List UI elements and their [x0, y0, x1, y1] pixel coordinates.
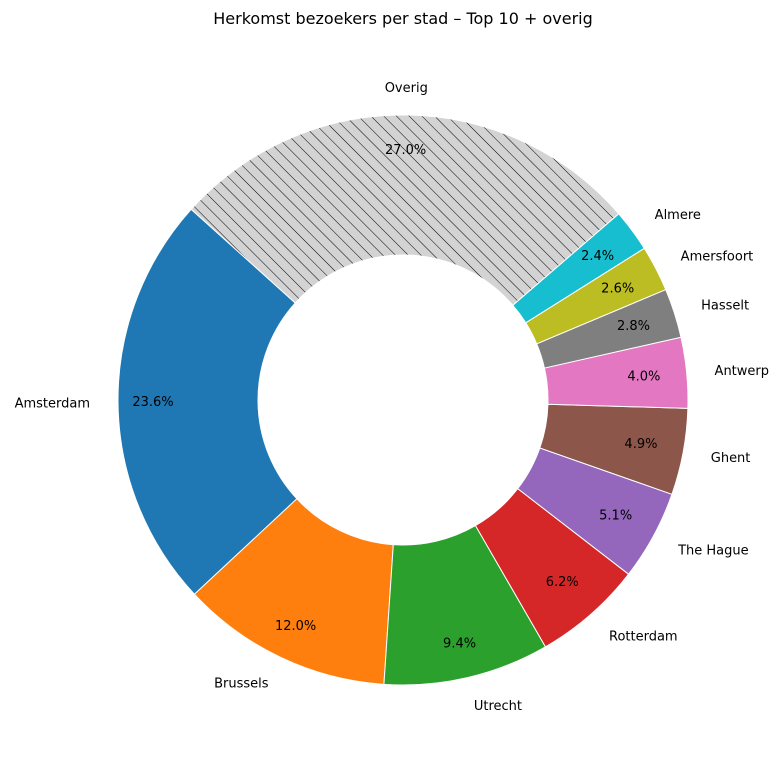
category-label-antwerp: Antwerp: [715, 364, 769, 379]
category-label-ghent: Ghent: [711, 451, 751, 466]
pct-label-brussels: 12.0%: [275, 619, 316, 634]
slice-amsterdam: [117, 208, 298, 595]
pct-label-hasselt: 2.8%: [617, 319, 650, 334]
pct-label-ghent: 4.9%: [624, 437, 657, 452]
labels-group: 23.6% Amsterdam 12.0% Brussels 9.4% Utrecht 6.…: [15, 81, 769, 714]
pct-label-antwerp: 4.0%: [627, 370, 660, 385]
chart-title: Herkomst bezoekers per stad – Top 10 + o…: [213, 9, 593, 28]
category-label-hasselt: Hasselt: [701, 299, 749, 314]
category-label-amersfoort: Amersfoort: [681, 250, 754, 265]
category-label-the-hague: The Hague: [677, 543, 749, 558]
pct-label-amersfoort: 2.6%: [601, 281, 634, 296]
category-label-utrecht: Utrecht: [474, 699, 522, 714]
pct-label-overig: 27.0%: [385, 143, 426, 158]
pct-label-amsterdam: 23.6%: [132, 395, 173, 410]
pct-label-almere: 2.4%: [581, 249, 614, 264]
pct-label-the-hague: 5.1%: [599, 508, 632, 523]
category-label-almere: Almere: [655, 208, 701, 223]
category-label-rotterdam: Rotterdam: [609, 630, 678, 645]
slice-brussels: [193, 498, 394, 685]
slices-group: [117, 114, 689, 686]
pct-label-utrecht: 9.4%: [443, 637, 476, 652]
slice-overig: [190, 114, 620, 306]
category-label-overig: Overig: [385, 81, 428, 96]
pct-label-rotterdam: 6.2%: [546, 575, 579, 590]
category-label-brussels: Brussels: [214, 677, 269, 692]
category-label-amsterdam: Amsterdam: [15, 397, 90, 412]
